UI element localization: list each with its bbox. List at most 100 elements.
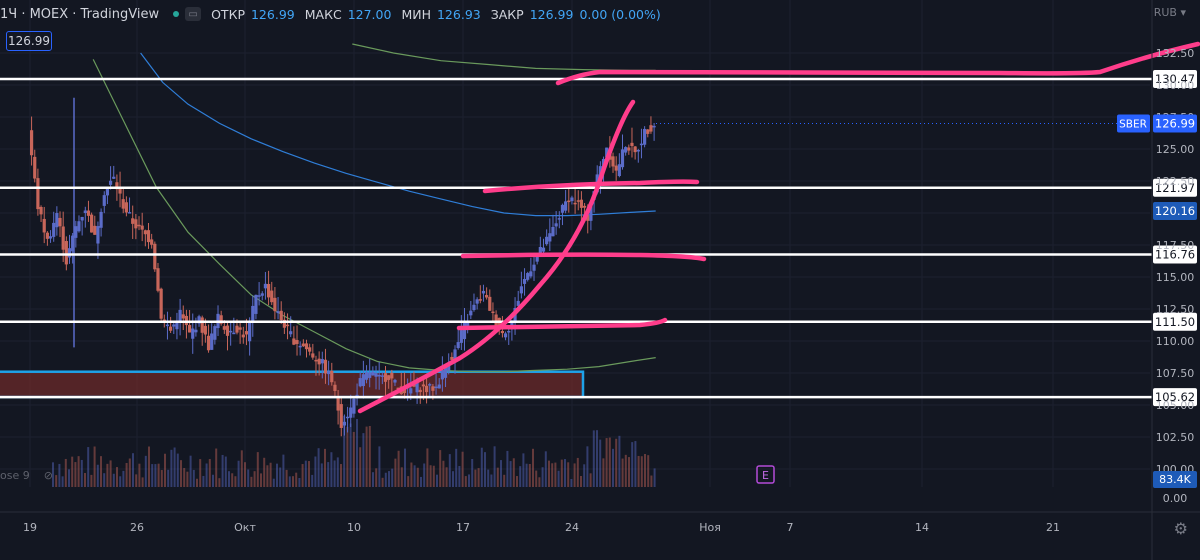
candle-body [456, 342, 460, 349]
candle-body [257, 295, 261, 297]
candle-body [396, 387, 400, 390]
candle-body [244, 331, 249, 335]
candle-body [361, 374, 365, 387]
volume-bar [269, 462, 272, 487]
volume-bar [154, 464, 157, 487]
candle-body [52, 222, 56, 237]
time-tick-label: 7 [787, 521, 794, 534]
eye-off-icon[interactable]: ⊘ [43, 469, 53, 482]
volume-bar [423, 463, 426, 487]
volume-bar [272, 478, 275, 487]
volume-bar [580, 475, 582, 487]
price-tick-label: 102.50 [1156, 431, 1195, 444]
candle-body [368, 372, 372, 378]
candle-body [364, 372, 369, 380]
candle-body [225, 325, 230, 336]
volume-bar [557, 470, 560, 487]
candle-body [636, 150, 640, 152]
candle-body [71, 235, 75, 252]
candle-body [548, 233, 552, 242]
candle-body [203, 325, 207, 335]
candle-body [178, 309, 182, 322]
candle-body [519, 286, 523, 294]
candle-body [254, 294, 258, 314]
volume-bar [592, 430, 595, 487]
candle-body [64, 241, 68, 265]
candle-body [213, 326, 217, 340]
volume-bar [519, 466, 522, 487]
candle-body [579, 199, 584, 208]
currency-selector[interactable]: RUB ▾ [1153, 6, 1186, 19]
market-open-icon [173, 11, 180, 17]
volume-bar [93, 446, 96, 487]
candle-body [494, 314, 498, 326]
volume-bar [480, 447, 483, 487]
volume-bar [432, 465, 435, 487]
candle-body [380, 375, 384, 377]
volume-bar [439, 450, 442, 487]
time-axis[interactable]: 19 26 Окт 10 17 24 Ноя 7 14 21 [0, 511, 1200, 534]
settings-gear-icon[interactable]: ⚙ [1173, 519, 1188, 538]
volume-bar [298, 477, 301, 487]
volume-bar [157, 463, 160, 487]
level-tag-bg [1153, 388, 1197, 407]
volume-bar [535, 470, 538, 487]
candle-body [266, 284, 271, 298]
candle-body [352, 398, 356, 414]
volume-bar [384, 472, 387, 487]
candle-body [586, 215, 590, 221]
candle-body [570, 197, 574, 202]
candle-body [617, 164, 621, 177]
price-tag-bg [1153, 114, 1197, 133]
volume-bar [602, 458, 605, 487]
support-zone-rect [0, 370, 585, 399]
candle-body [112, 176, 116, 179]
symbol-tag-bg [1117, 114, 1150, 133]
event-marker-label: E [762, 469, 769, 482]
volume-bar [100, 456, 102, 487]
volume-bar [541, 467, 544, 487]
candle-body [219, 315, 223, 324]
candle-body [29, 130, 34, 156]
candle-body [33, 156, 37, 179]
volume-bar [87, 447, 90, 487]
price-axis[interactable]: 130.47121.97116.76111.50105.62100.00102.… [656, 0, 1197, 560]
event-marker-box [756, 465, 775, 484]
candle-body [175, 322, 179, 330]
volume-bar [538, 477, 541, 487]
candle-body [567, 200, 571, 203]
candle-body [633, 146, 637, 153]
volume-bar [410, 462, 413, 487]
volume-bar [583, 464, 586, 487]
candle-body [105, 187, 110, 196]
symbol-info[interactable]: 1Ч · MOEX · TradingView [0, 6, 160, 22]
current-price-box[interactable]: 126.99 [6, 31, 52, 51]
candle-body [121, 199, 125, 209]
time-tick-label: 21 [1046, 521, 1060, 534]
volume-bar [317, 448, 320, 487]
candle-body [383, 373, 388, 382]
volume-bar [240, 450, 243, 487]
candle-body [576, 200, 580, 202]
volume-bar [112, 473, 115, 487]
trend-drawings[interactable] [357, 41, 1200, 414]
volume-bar [215, 448, 218, 487]
volume-tag-label: 83.4K [1159, 473, 1191, 486]
volume-bar [68, 469, 70, 487]
volume-bar [551, 463, 554, 487]
candle-body [358, 378, 362, 387]
volume-bar [637, 455, 640, 487]
high-value: 127.00 [347, 6, 392, 22]
volume-bar [615, 438, 618, 487]
open-label: ОТКР [211, 6, 245, 22]
candle-body [459, 330, 463, 343]
candle-body [377, 374, 381, 377]
hide-icon[interactable]: ▭ [185, 7, 202, 21]
volume-bar [487, 469, 490, 487]
price-tick-label: 130.00 [1156, 79, 1195, 92]
support-zone[interactable] [0, 370, 585, 399]
candle-body [314, 359, 318, 362]
volume-bar [74, 462, 77, 487]
pink-mark-111 [456, 317, 668, 331]
